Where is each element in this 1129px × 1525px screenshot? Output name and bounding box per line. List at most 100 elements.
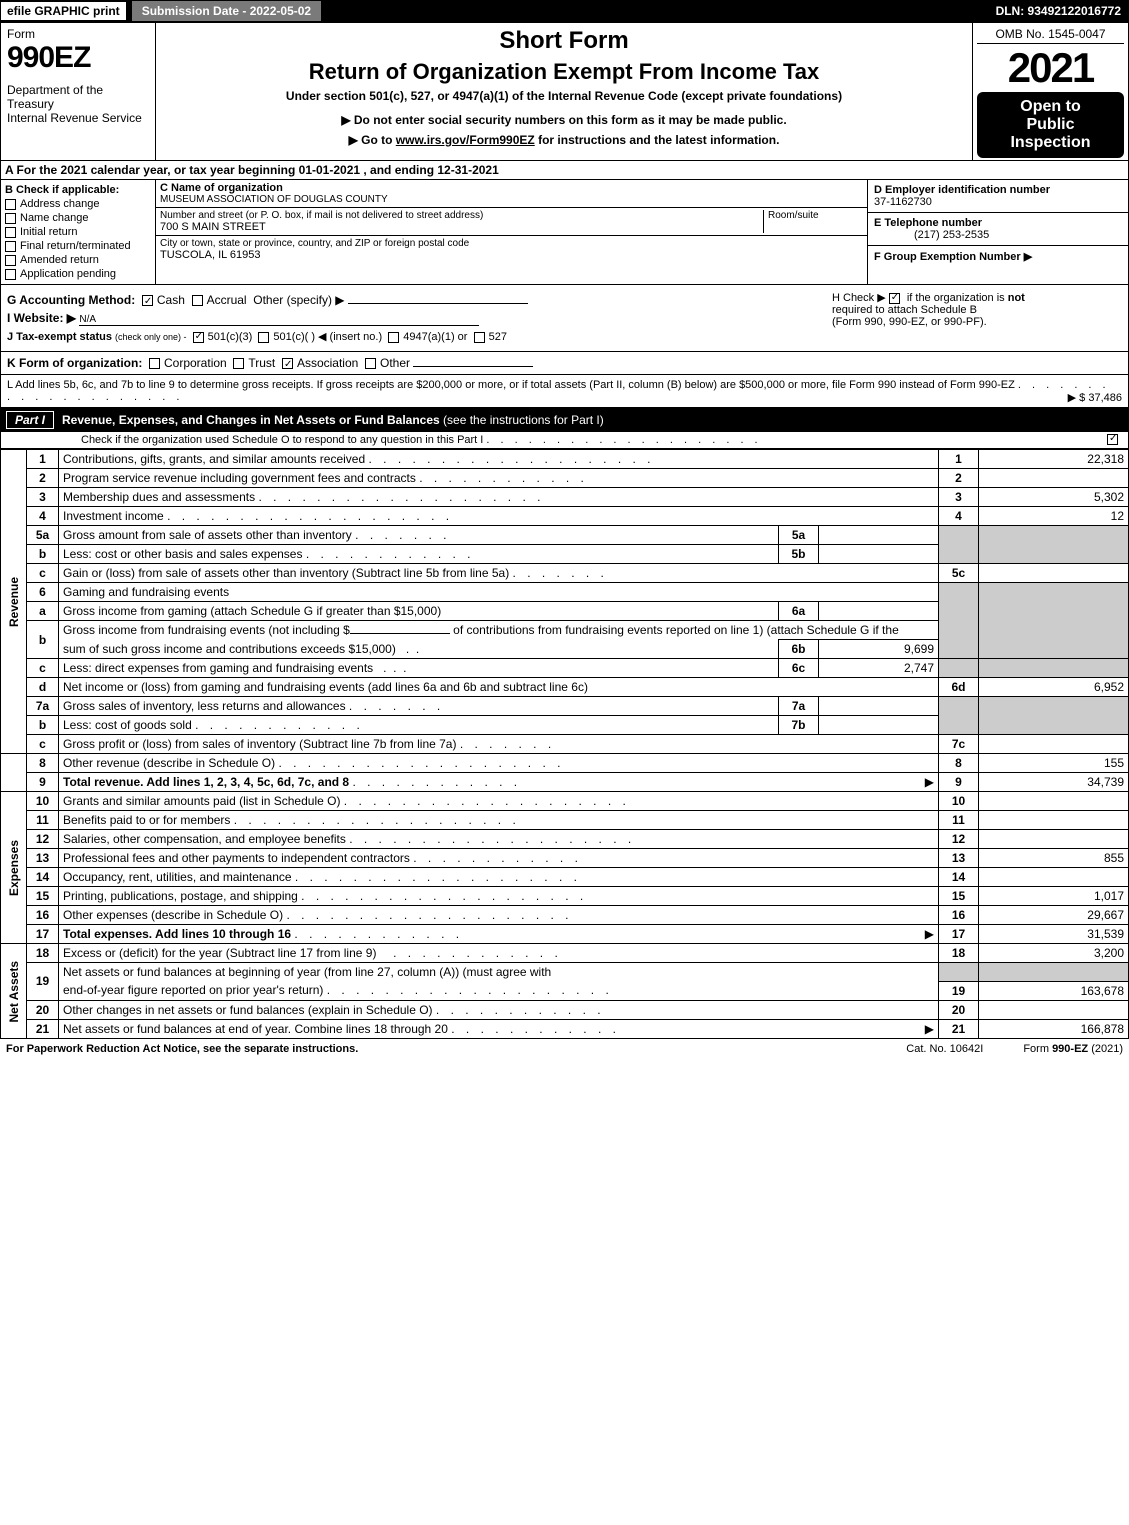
cb-accrual[interactable] <box>192 295 203 306</box>
l6-shade <box>939 583 979 659</box>
open-line3: Inspection <box>983 134 1118 152</box>
lbl-corporation: Corporation <box>164 356 227 370</box>
dept-treasury: Department of the Treasury <box>7 83 149 111</box>
cb-application-pending[interactable]: Application pending <box>5 268 151 280</box>
l12-num: 12 <box>27 830 59 849</box>
header-bar: efile GRAPHIC print Submission Date - 20… <box>0 0 1129 22</box>
l8-num: 8 <box>27 754 59 773</box>
section-k: K Form of organization: Corporation Trus… <box>0 352 1129 375</box>
cb-trust[interactable] <box>233 358 244 369</box>
l19-shade <box>939 963 979 982</box>
cb-name-change[interactable]: Name change <box>5 212 151 224</box>
l9-desc: Total revenue. Add lines 1, 2, 3, 4, 5c,… <box>59 773 939 792</box>
street-value: 700 S MAIN STREET <box>160 221 763 233</box>
cb-cash[interactable] <box>142 295 153 306</box>
l11-num: 11 <box>27 811 59 830</box>
l19-out: 19 <box>939 981 979 1000</box>
section-bcdef: B Check if applicable: Address change Na… <box>0 180 1129 285</box>
lbl-trust: Trust <box>248 356 275 370</box>
other-method-input[interactable] <box>348 303 528 304</box>
cb-corporation[interactable] <box>149 358 160 369</box>
l2-out: 2 <box>939 469 979 488</box>
ssn-warning: ▶ Do not enter social security numbers o… <box>160 113 968 127</box>
l6-num: 6 <box>27 583 59 602</box>
l2-desc: Program service revenue including govern… <box>59 469 939 488</box>
l7-shade <box>939 697 979 735</box>
part1-sub-dots: . . . . . . . . . . . . . . . . . . . . <box>486 434 761 446</box>
cb-4947[interactable] <box>388 332 399 343</box>
l6d-num: d <box>27 678 59 697</box>
go-to-post: for instructions and the latest informat… <box>535 133 780 147</box>
h-text2: if the organization is <box>907 292 1008 304</box>
l10-val <box>979 792 1129 811</box>
l17-num: 17 <box>27 925 59 944</box>
cb-501c[interactable] <box>258 332 269 343</box>
l1-num: 1 <box>27 450 59 469</box>
l8-out: 8 <box>939 754 979 773</box>
l10-out: 10 <box>939 792 979 811</box>
open-line1: Open to <box>983 98 1118 116</box>
street-row: Number and street (or P. O. box, if mail… <box>156 208 867 236</box>
l18-out: 18 <box>939 944 979 963</box>
efile-print-button[interactable]: efile GRAPHIC print <box>0 1 127 21</box>
l5c-val <box>979 564 1129 583</box>
city-value: TUSCOLA, IL 61953 <box>160 249 863 261</box>
expenses-side-label: Expenses <box>1 792 27 944</box>
l11-out: 11 <box>939 811 979 830</box>
l16-desc: Other expenses (describe in Schedule O) … <box>59 906 939 925</box>
l10-num: 10 <box>27 792 59 811</box>
l-value: ▶ $ 37,486 <box>1068 391 1122 404</box>
l13-num: 13 <box>27 849 59 868</box>
form-word: Form <box>7 27 149 41</box>
l5b-num: b <box>27 545 59 564</box>
cb-501c3[interactable] <box>193 332 204 343</box>
l13-out: 13 <box>939 849 979 868</box>
l4-out: 4 <box>939 507 979 526</box>
org-name-row: C Name of organization MUSEUM ASSOCIATIO… <box>156 180 867 208</box>
cb-other-org[interactable] <box>365 358 376 369</box>
l5a-num: 5a <box>27 526 59 545</box>
l6a-ival <box>819 602 939 621</box>
section-h: H Check ▶ if the organization is not req… <box>832 291 1122 328</box>
l7c-desc: Gross profit or (loss) from sales of inv… <box>59 735 939 754</box>
h-not: not <box>1008 292 1025 304</box>
cb-address-change[interactable]: Address change <box>5 198 151 210</box>
l20-val <box>979 1000 1129 1019</box>
l19-desc1: Net assets or fund balances at beginning… <box>59 963 939 982</box>
l1-val: 22,318 <box>979 450 1129 469</box>
l14-val <box>979 868 1129 887</box>
l6b-desc1: Gross income from fundraising events (no… <box>59 621 939 640</box>
l6b-ival: 9,699 <box>819 640 939 659</box>
cb-final-return[interactable]: Final return/terminated <box>5 240 151 252</box>
l7c-val <box>979 735 1129 754</box>
go-to-line: ▶ Go to www.irs.gov/Form990EZ for instru… <box>160 133 968 147</box>
cb-initial-return[interactable]: Initial return <box>5 226 151 238</box>
lbl-cash: Cash <box>157 293 185 307</box>
l6b-contrib-input[interactable] <box>350 633 450 634</box>
l5c-out: 5c <box>939 564 979 583</box>
omb-year-box: OMB No. 1545-0047 2021 Open to Public In… <box>973 23 1128 160</box>
l7b-ival <box>819 716 939 735</box>
l3-num: 3 <box>27 488 59 507</box>
l21-out: 21 <box>939 1019 979 1038</box>
line-a-tax-year: A For the 2021 calendar year, or tax yea… <box>0 161 1129 180</box>
l9-num: 9 <box>27 773 59 792</box>
cb-527[interactable] <box>474 332 485 343</box>
irs-link[interactable]: www.irs.gov/Form990EZ <box>396 133 535 147</box>
cb-schedule-o[interactable] <box>1107 434 1118 445</box>
submission-date: Submission Date - 2022-05-02 <box>131 0 322 22</box>
tax-year: 2021 <box>977 44 1124 92</box>
phone-label: E Telephone number <box>874 217 1122 229</box>
l1-desc: Contributions, gifts, grants, and simila… <box>59 450 939 469</box>
l15-num: 15 <box>27 887 59 906</box>
cb-schedule-b[interactable] <box>889 293 900 304</box>
omb-number: OMB No. 1545-0047 <box>977 25 1124 44</box>
l7b-num: b <box>27 716 59 735</box>
l6-shade-val <box>979 583 1129 659</box>
cb-association[interactable] <box>282 358 293 369</box>
other-org-input[interactable] <box>413 366 533 367</box>
cb-amended-return[interactable]: Amended return <box>5 254 151 266</box>
l11-desc: Benefits paid to or for members . . . . … <box>59 811 939 830</box>
l5-shade <box>939 526 979 564</box>
l6b-num: b <box>27 621 59 659</box>
